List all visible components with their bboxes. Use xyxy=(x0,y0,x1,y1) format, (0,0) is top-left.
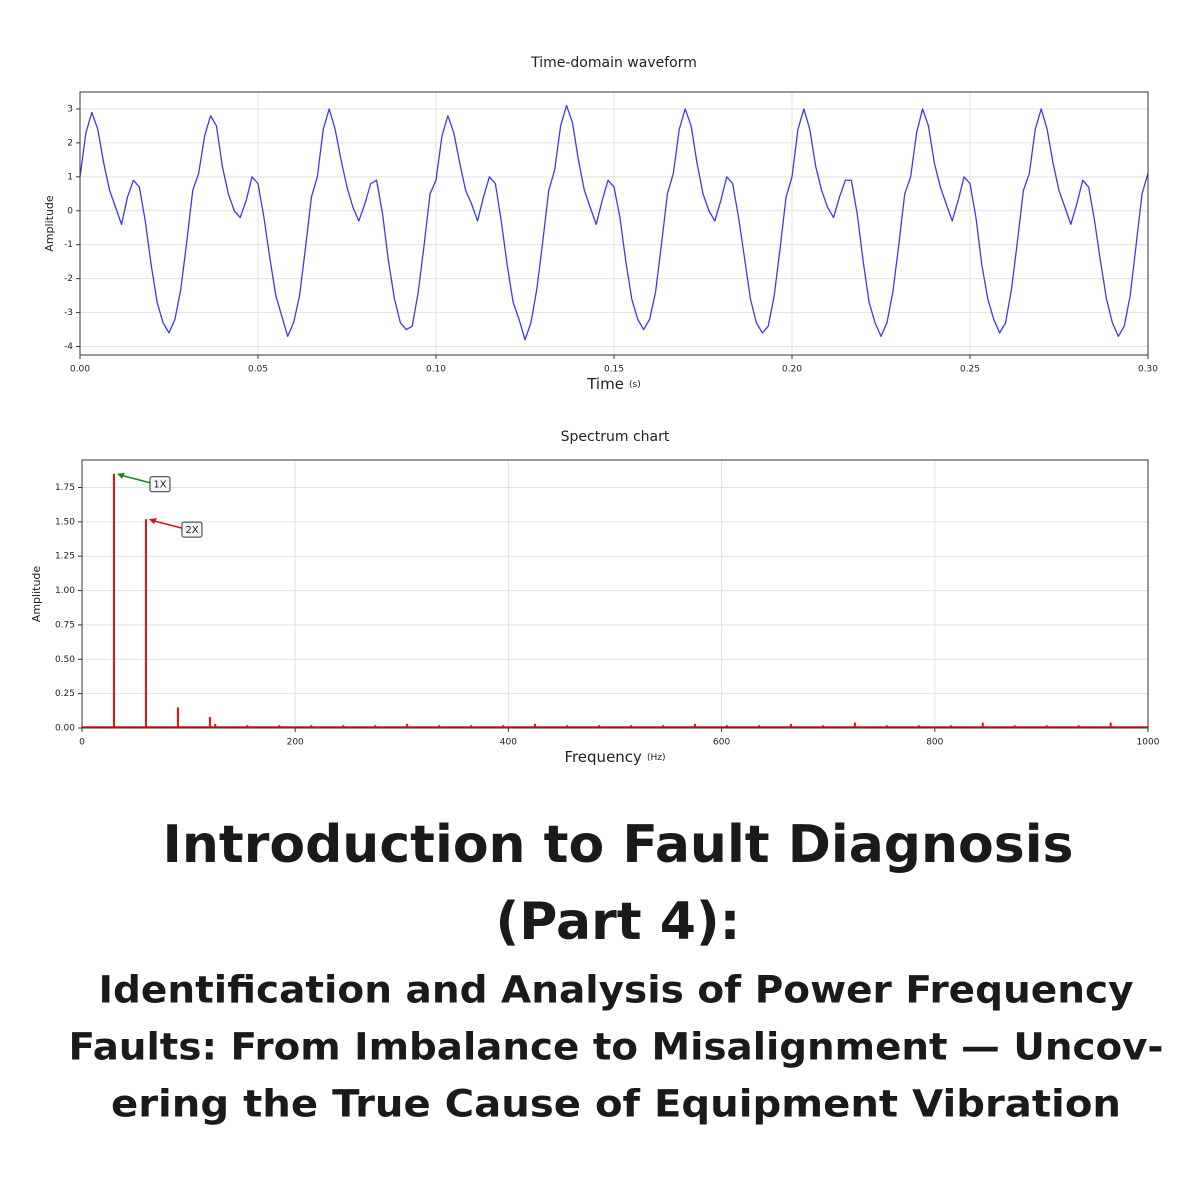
y-tick-label: 1 xyxy=(67,172,73,182)
y-tick-label: 0 xyxy=(67,206,73,216)
annotation-label: 1X xyxy=(153,480,166,491)
x-tick-label: 0.00 xyxy=(70,365,90,375)
y-tick-label: 1.00 xyxy=(55,586,75,596)
heading-subtitle: ering the True Cause of Equipment Vibrat… xyxy=(111,1083,1121,1126)
x-tick-label: 200 xyxy=(287,738,304,748)
x-tick-label: 0.10 xyxy=(426,365,446,375)
annotation-arrowhead xyxy=(116,472,125,479)
y-axis-label: Amplitude xyxy=(30,566,43,623)
x-tick-label: 0.05 xyxy=(248,365,268,375)
annotation-box xyxy=(149,476,171,493)
x-axis-unit: (s) xyxy=(629,380,641,390)
y-tick-label: -2 xyxy=(64,274,73,284)
y-tick-label: 0.50 xyxy=(55,655,75,665)
plot-frame xyxy=(79,91,1149,356)
y-tick-label: 0.75 xyxy=(55,620,75,630)
y-axis-label: Amplitude xyxy=(43,195,56,252)
annotation-arrow xyxy=(150,519,183,529)
heading-subtitle: Identification and Analysis of Power Fre… xyxy=(99,969,1134,1012)
x-tick-label: 0.30 xyxy=(1138,365,1158,375)
plot-frame xyxy=(81,459,1149,729)
x-axis-label: Time (s) xyxy=(586,374,641,393)
x-tick-label: 0.25 xyxy=(960,365,980,375)
y-tick-label: 1.75 xyxy=(55,483,75,493)
x-tick-label: 1000 xyxy=(1137,738,1160,748)
y-tick-label: 1.25 xyxy=(55,552,75,562)
chart-title: Time-domain waveform xyxy=(530,55,697,71)
y-tick-label: 1.50 xyxy=(55,517,75,527)
annotation-arrowhead xyxy=(148,518,157,525)
x-axis-label-name: Time xyxy=(586,375,624,393)
plot-area xyxy=(82,460,1148,728)
x-axis-label-name: Frequency xyxy=(564,748,642,766)
heading-title: (Part 4): xyxy=(496,892,741,952)
y-tick-label: 0.25 xyxy=(55,689,75,699)
y-tick-label: -1 xyxy=(64,240,73,250)
x-tick-label: 0.20 xyxy=(782,365,802,375)
x-axis-label: Frequency (Hz) xyxy=(564,747,665,766)
annotation-box xyxy=(181,521,203,538)
y-tick-label: 2 xyxy=(67,138,73,148)
x-tick-label: 400 xyxy=(500,738,517,748)
annotation-label: 2X xyxy=(185,525,198,536)
x-tick-label: 800 xyxy=(926,738,943,748)
chart-title: Spectrum chart xyxy=(561,429,670,445)
annotation-arrow xyxy=(118,473,151,484)
y-tick-label: 3 xyxy=(67,104,73,114)
x-tick-label: 600 xyxy=(713,738,730,748)
x-tick-label: 0 xyxy=(79,738,85,748)
x-tick-label: 0.15 xyxy=(604,365,624,375)
y-tick-label: -3 xyxy=(64,308,73,318)
heading-subtitle: Faults: From Imbalance to Misalignment —… xyxy=(69,1026,1164,1069)
y-tick-label: -4 xyxy=(64,342,73,352)
y-tick-label: 0.00 xyxy=(55,724,75,734)
waveform-line xyxy=(79,104,1149,341)
x-axis-unit: (Hz) xyxy=(647,753,666,763)
heading-title: Introduction to Fault Diagnosis xyxy=(162,815,1073,875)
